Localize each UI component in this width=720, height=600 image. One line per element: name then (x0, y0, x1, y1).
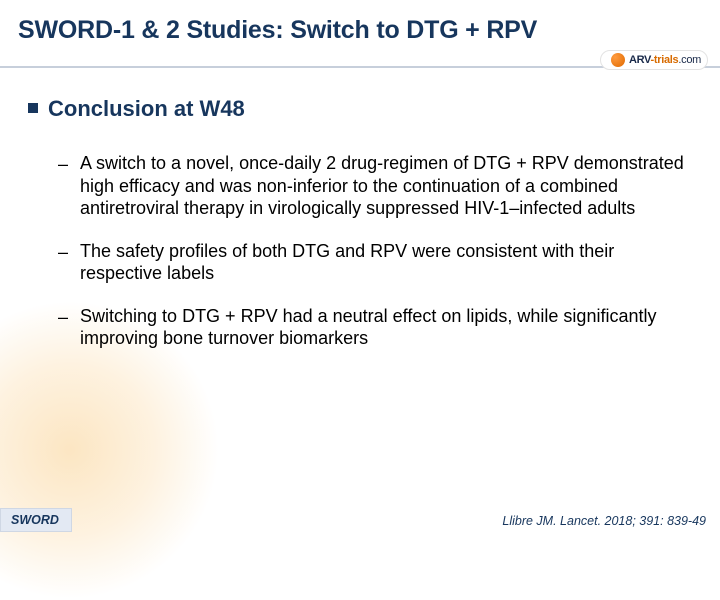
logo-part-arv: ARV (629, 54, 651, 66)
logo-icon (611, 53, 625, 67)
dash-bullet-icon: – (58, 153, 68, 176)
dash-bullet-icon: – (58, 241, 68, 264)
list-item-text: The safety profiles of both DTG and RPV … (80, 240, 696, 285)
section-heading: Conclusion at W48 (48, 96, 245, 122)
list-item: – The safety profiles of both DTG and RP… (28, 240, 696, 285)
footer-citation: Llibre JM. Lancet. 2018; 391: 839-49 (502, 514, 706, 528)
square-bullet-icon (28, 103, 38, 113)
slide-title: SWORD-1 & 2 Studies: Switch to DTG + RPV (18, 16, 537, 45)
list-item: – Switching to DTG + RPV had a neutral e… (28, 305, 696, 350)
list-item: – A switch to a novel, once-daily 2 drug… (28, 152, 696, 220)
content-region: Conclusion at W48 – A switch to a novel,… (28, 96, 696, 370)
section-header: Conclusion at W48 (28, 96, 696, 122)
logo-part-trials: -trials (651, 54, 679, 66)
dash-bullet-icon: – (58, 306, 68, 329)
logo-part-com: .com (678, 54, 701, 66)
footer-left-tag: SWORD (0, 508, 72, 532)
brand-logo: ARV-trials.com (600, 50, 708, 70)
list-item-text: A switch to a novel, once-daily 2 drug-r… (80, 152, 696, 220)
logo-text: ARV-trials.com (629, 54, 701, 66)
list-item-text: Switching to DTG + RPV had a neutral eff… (80, 305, 696, 350)
